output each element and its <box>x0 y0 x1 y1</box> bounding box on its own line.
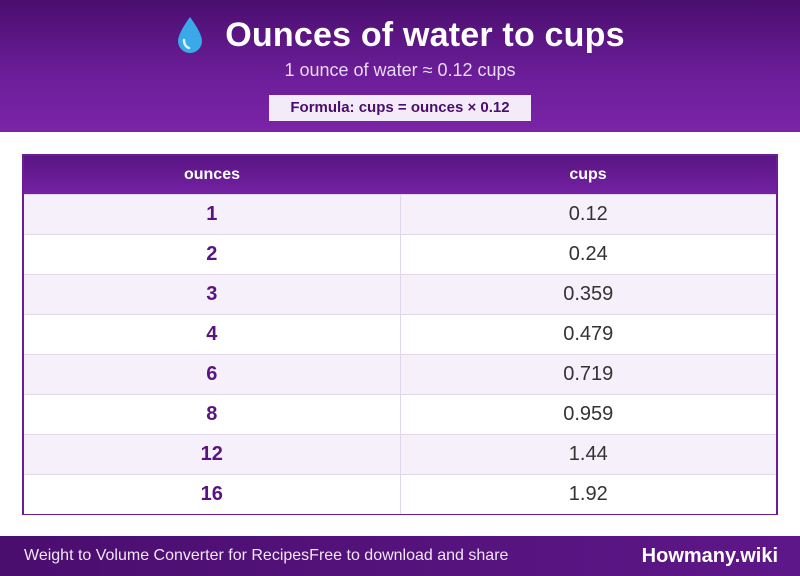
formula-badge: Formula: cups = ounces × 0.12 <box>269 95 531 121</box>
brand-logo-text[interactable]: Howmany.wiki <box>641 545 778 567</box>
cups-cell: 1.92 <box>568 483 608 505</box>
ounces-cell: 2 <box>24 235 401 274</box>
cups-cell: 0.479 <box>563 323 614 345</box>
cups-cell: 1.44 <box>568 443 608 465</box>
ounces-cell: 3 <box>24 275 401 314</box>
column-header-ounces: ounces <box>183 166 240 183</box>
page-subtitle: 1 ounce of water ≈ 0.12 cups <box>284 60 516 80</box>
table-row: 16 1.92 <box>24 474 776 514</box>
cups-cell: 0.24 <box>568 243 608 265</box>
table-body: 1 0.12 2 0.24 3 0.359 4 0.479 6 0.719 8 0.959 12 1.44… <box>24 194 776 514</box>
table-row: 2 0.24 <box>24 234 776 274</box>
column-header-cups: cups <box>569 166 607 183</box>
table-row: 12 1.44 <box>24 434 776 474</box>
footer-tagline: Weight to Volume Converter for RecipesFr… <box>24 536 508 576</box>
cups-cell: 0.959 <box>563 403 614 425</box>
ounces-cell: 8 <box>24 395 401 434</box>
cups-cell: 0.719 <box>563 363 614 385</box>
ounces-cell: 4 <box>24 315 401 354</box>
footer-text-converter: Weight to Volume Converter for Recipes <box>24 547 310 564</box>
water-drop-icon <box>178 17 203 53</box>
ounces-cell: 12 <box>24 435 401 474</box>
cups-cell: 0.359 <box>563 283 614 305</box>
table-row: 3 0.359 <box>24 274 776 314</box>
footer-text-share: Free to download and share <box>309 547 509 564</box>
conversion-table: ounces cups 1 0.12 2 0.24 3 0.359 4 0.479 6 0.719… <box>22 154 778 515</box>
ounces-cell: 6 <box>24 355 401 394</box>
table-row: 6 0.719 <box>24 354 776 394</box>
page-title: Ounces of water to cups <box>225 15 625 54</box>
header-banner: Ounces of water to cups 1 ounce of water… <box>0 0 800 132</box>
cups-cell: 0.12 <box>568 203 608 225</box>
table-row: 1 0.12 <box>24 194 776 234</box>
ounces-cell: 16 <box>24 475 401 514</box>
title-row: Ounces of water to cups <box>0 12 800 58</box>
footer-bar: Weight to Volume Converter for RecipesFr… <box>0 536 800 576</box>
table-row: 8 0.959 <box>24 394 776 434</box>
ounces-cell: 1 <box>24 195 401 234</box>
table-header: ounces cups <box>24 156 776 194</box>
table-row: 4 0.479 <box>24 314 776 354</box>
